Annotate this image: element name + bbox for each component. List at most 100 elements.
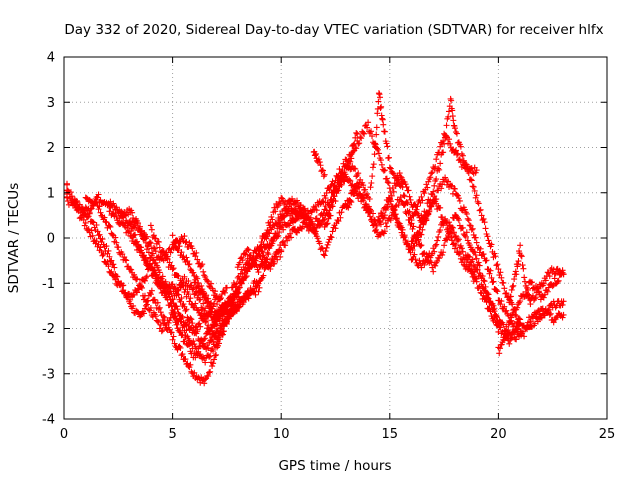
data-point <box>369 218 376 225</box>
data-point <box>555 277 562 284</box>
data-point <box>142 274 149 281</box>
data-point <box>271 204 278 211</box>
data-point <box>495 266 502 273</box>
data-point <box>412 235 419 242</box>
data-point <box>154 264 161 271</box>
data-point <box>437 160 444 167</box>
data-point <box>280 238 287 245</box>
data-point <box>263 229 270 236</box>
data-point <box>319 198 326 205</box>
data-point <box>158 328 165 335</box>
data-point <box>257 243 264 250</box>
data-point <box>151 267 158 274</box>
data-point <box>483 257 490 264</box>
data-point <box>491 305 498 312</box>
data-point <box>337 181 344 188</box>
data-point <box>488 274 495 281</box>
data-point <box>353 129 360 136</box>
data-point <box>445 108 452 115</box>
data-point <box>477 272 484 279</box>
data-point <box>272 208 279 215</box>
x-tick-label: 20 <box>490 427 507 442</box>
data-point <box>171 313 178 320</box>
data-point <box>179 282 186 289</box>
data-point <box>459 224 466 231</box>
data-point <box>470 262 477 269</box>
data-point <box>473 278 480 285</box>
data-point <box>303 213 310 220</box>
data-point <box>370 161 377 168</box>
data-point <box>147 304 154 311</box>
data-point <box>130 223 137 230</box>
data-point <box>513 336 520 343</box>
data-point <box>156 269 163 276</box>
data-point <box>140 310 147 317</box>
data-point <box>482 288 489 295</box>
data-point <box>511 320 518 327</box>
data-point <box>405 209 412 216</box>
data-point <box>532 294 539 301</box>
data-point <box>184 258 191 265</box>
data-point <box>178 332 185 339</box>
data-point <box>203 317 210 324</box>
data-point <box>384 143 391 150</box>
data-point <box>443 122 450 129</box>
data-point <box>238 297 245 304</box>
data-point <box>210 302 217 309</box>
data-point <box>480 277 487 284</box>
data-point <box>418 264 425 271</box>
data-point <box>297 202 304 209</box>
data-point <box>497 301 504 308</box>
data-point <box>389 203 396 210</box>
data-point <box>396 170 403 177</box>
data-point <box>546 311 553 318</box>
data-point <box>185 291 192 298</box>
data-point <box>148 287 155 294</box>
data-point <box>411 243 418 250</box>
data-point <box>458 245 465 252</box>
data-point <box>201 336 208 343</box>
data-point <box>344 164 351 171</box>
axis-ticks: 0 5 10 15 20 25 -4 -3 -2 -1 0 1 2 3 4 <box>42 51 615 443</box>
data-point <box>288 234 295 241</box>
data-point <box>365 119 372 126</box>
data-point <box>128 266 135 273</box>
data-point <box>95 191 102 198</box>
data-point <box>338 209 345 216</box>
data-point <box>522 282 529 289</box>
data-point <box>332 225 339 232</box>
data-point <box>238 254 245 261</box>
data-point <box>514 304 521 311</box>
data-point <box>473 255 480 262</box>
data-point <box>229 298 236 305</box>
data-point <box>159 273 166 280</box>
data-point <box>489 279 496 286</box>
data-point <box>482 257 489 264</box>
data-point <box>178 352 185 359</box>
data-point <box>420 220 427 227</box>
data-point <box>234 290 241 297</box>
data-point <box>105 201 112 208</box>
data-point <box>503 290 510 297</box>
data-point <box>399 226 406 233</box>
data-point <box>511 276 518 283</box>
data-point <box>507 293 514 300</box>
data-point <box>329 178 336 185</box>
data-point <box>356 184 363 191</box>
data-point <box>350 148 357 155</box>
data-point <box>374 146 381 153</box>
data-point <box>97 244 104 251</box>
data-point <box>278 194 285 201</box>
data-point <box>375 213 382 220</box>
series-track-5 <box>104 201 230 337</box>
data-point <box>111 264 118 271</box>
data-point <box>201 380 208 387</box>
data-point <box>475 200 482 207</box>
data-point <box>177 344 184 351</box>
data-point <box>521 274 528 281</box>
data-point <box>179 313 186 320</box>
data-point <box>496 350 503 357</box>
data-point <box>329 203 336 210</box>
data-point <box>376 217 383 224</box>
data-point <box>110 272 117 279</box>
